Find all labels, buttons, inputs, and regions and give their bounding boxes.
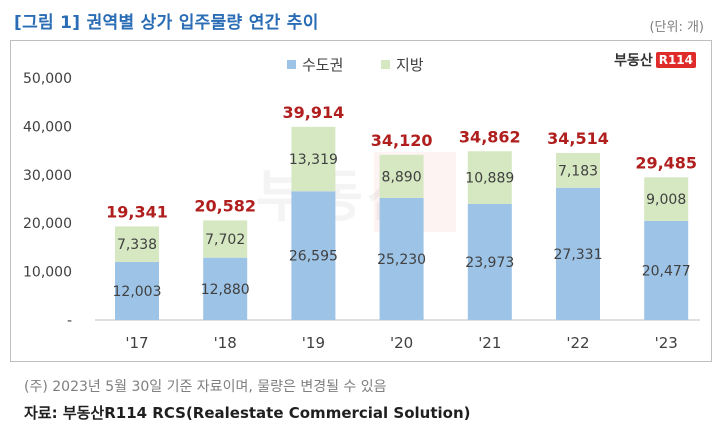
data-label-capital: 25,230 (377, 252, 426, 268)
y-tick-label: 40,000 (23, 119, 72, 135)
bar-regional (556, 152, 600, 188)
bar-capital (467, 203, 512, 320)
data-label-capital: 27,331 (554, 247, 603, 263)
bar-regional (115, 226, 159, 262)
data-label-capital: 12,880 (201, 282, 250, 298)
total-label: 34,120 (371, 131, 433, 150)
bar-capital (291, 191, 336, 320)
x-tick-label: '19 (302, 334, 325, 352)
total-label: 19,341 (106, 202, 168, 221)
x-tick-label: '23 (655, 334, 678, 352)
data-label-capital: 12,003 (113, 284, 162, 300)
brand-logo: 부동산 R114 (614, 50, 696, 70)
data-label-capital: 23,973 (465, 255, 514, 271)
legend-label-regional: 지방 (396, 56, 424, 74)
x-tick-label: '18 (214, 334, 237, 352)
bar-regional (644, 177, 689, 221)
footnote: (주) 2023년 5월 30일 기준 자료이며, 물량은 변경될 수 있음 (24, 379, 387, 395)
x-tick-label: '22 (566, 334, 589, 352)
logo-badge: R114 (655, 52, 696, 68)
unit-label: (단위: 개) (649, 20, 704, 35)
total-label: 34,862 (459, 127, 521, 146)
legend-swatch-regional (381, 60, 390, 69)
data-label-capital: 20,477 (642, 263, 691, 279)
bar-regional (467, 151, 512, 204)
bar-regional (379, 154, 424, 198)
bar-regional (203, 220, 248, 258)
y-tick-label: 50,000 (23, 71, 72, 87)
total-label: 34,514 (547, 129, 609, 148)
data-label-regional: 9,008 (646, 192, 686, 208)
data-label-capital: 26,595 (289, 249, 338, 265)
bar-capital (115, 261, 159, 320)
source-label: 자료: 부동산R114 RCS(Realestate Commercial So… (24, 404, 471, 422)
bar-capital (644, 220, 689, 320)
bar-capital (556, 187, 600, 320)
y-tick-label: - (67, 313, 72, 329)
x-tick-label: '17 (125, 334, 148, 352)
legend-swatch-capital (287, 60, 296, 69)
total-label: 39,914 (283, 103, 345, 122)
data-label-regional: 13,319 (289, 152, 338, 168)
total-label: 20,582 (194, 196, 256, 215)
x-tick-label: '20 (390, 334, 413, 352)
chart-title: [그림 1] 권역별 상가 입주물량 연간 추이 (14, 13, 319, 33)
y-tick-label: 30,000 (23, 168, 72, 184)
data-label-regional: 8,890 (382, 169, 422, 185)
bar-capital (379, 197, 424, 320)
data-label-regional: 10,889 (465, 171, 514, 187)
bar-regional (291, 126, 336, 192)
bar-capital (203, 257, 248, 320)
y-tick-label: 20,000 (23, 216, 72, 232)
data-label-regional: 7,338 (117, 237, 157, 253)
total-label: 29,485 (635, 153, 697, 172)
y-tick-label: 10,000 (23, 265, 72, 281)
x-tick-label: '21 (478, 334, 501, 352)
logo-text: 부동산 (614, 53, 653, 69)
data-label-regional: 7,183 (558, 163, 598, 179)
legend-label-capital: 수도권 (302, 56, 343, 74)
data-label-regional: 7,702 (205, 232, 245, 248)
